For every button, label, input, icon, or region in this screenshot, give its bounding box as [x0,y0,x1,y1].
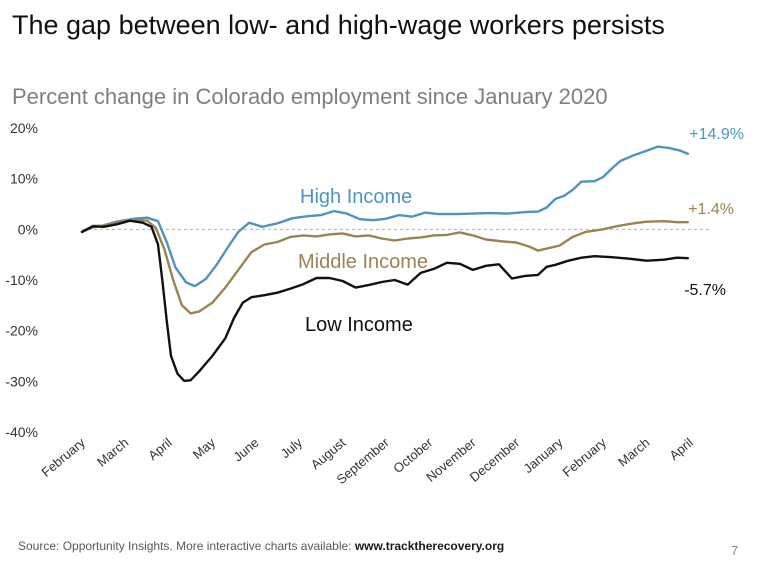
source-link[interactable]: www.tracktherecovery.org [354,539,505,553]
y-tick-label: -40% [5,424,38,440]
series-line [80,219,689,382]
x-tick-label: June [230,435,261,465]
x-tick-label: August [308,435,349,473]
line-chart: 20%10%0%-10%-20%-30%-40%February March Apr… [5,120,744,487]
series-label: Low Income [305,314,413,336]
source-text: Source: Opportunity Insights. More inter… [18,539,355,553]
x-tick-label: April [145,435,175,463]
x-tick-label: May [190,434,219,462]
series-label: High Income [300,186,412,208]
x-tick-label: April [666,435,696,463]
y-tick-label: 20% [10,120,38,136]
series-line [80,145,689,288]
y-tick-label: 0% [18,221,38,237]
series-label: Middle Income [298,251,428,273]
series-line [80,218,689,315]
chart-title: The gap between low- and high-wage worke… [12,10,665,40]
x-tick-label: March [615,435,652,470]
chart-subtitle: Percent change in Colorado employment si… [12,84,608,109]
series-end-label: -5.7% [684,282,726,299]
x-tick-label: July [278,434,306,461]
x-tick-label: February [560,434,610,479]
source-footer: Source: Opportunity Insights. More inter… [18,539,504,553]
x-tick-label: March [94,435,131,470]
page-number: 7 [731,543,739,558]
x-tick-label: January [521,434,566,476]
y-tick-label: -20% [5,323,38,339]
series-end-label: +14.9% [689,126,744,143]
series-end-label: +1.4% [688,201,734,218]
y-tick-label: -10% [5,272,38,288]
y-tick-label: -30% [5,373,38,389]
x-tick-label: February [38,434,88,479]
y-tick-label: 10% [10,171,38,187]
